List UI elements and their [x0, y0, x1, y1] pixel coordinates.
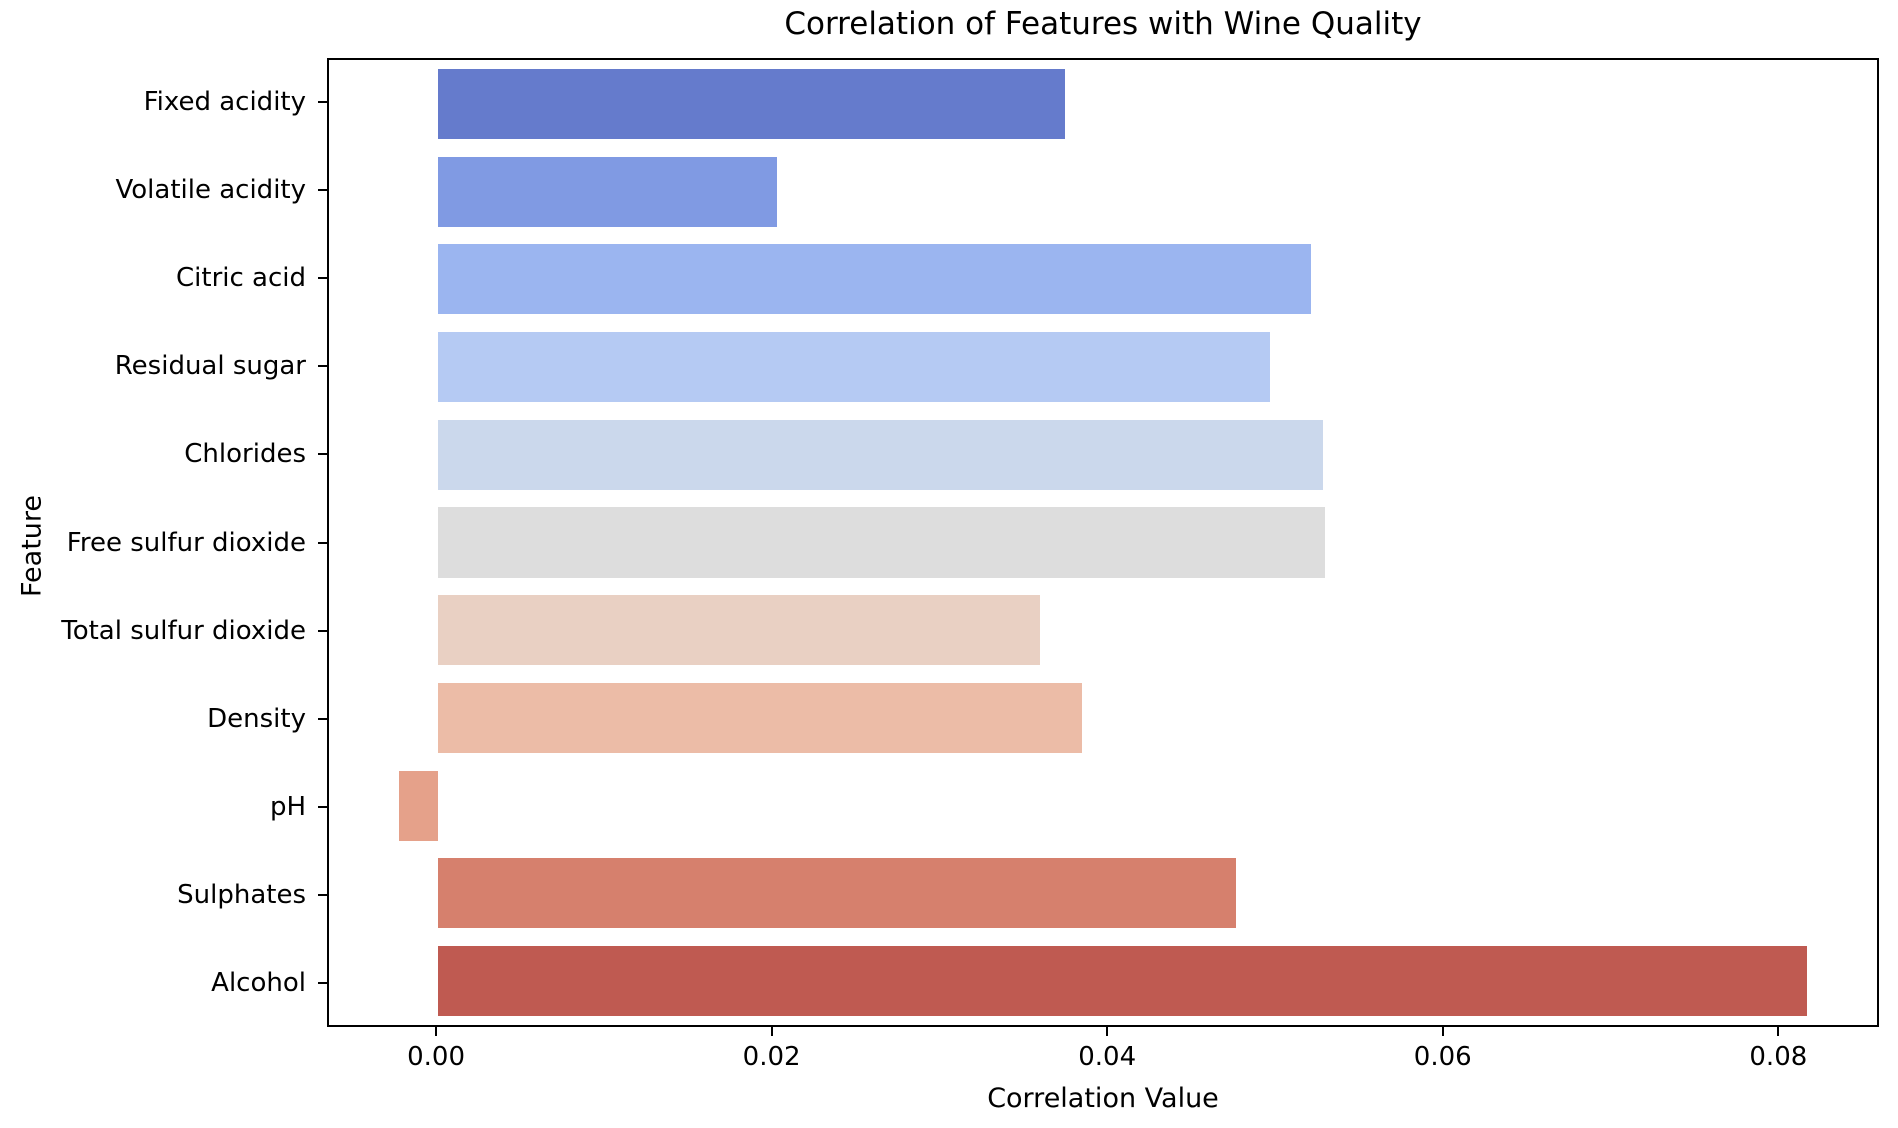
- ytick-label-ph: pH: [269, 791, 306, 822]
- ytick-label-residual-sugar: Residual sugar: [114, 351, 306, 382]
- ytick-mark: [318, 453, 327, 456]
- xtick-mark: [435, 1027, 438, 1036]
- ytick-mark: [318, 717, 327, 720]
- plot-area: [327, 58, 1879, 1027]
- ytick-label-citric-acid: Citric acid: [176, 263, 306, 294]
- bar-ph: [399, 770, 438, 841]
- xtick-label-0.04: 0.04: [1078, 1042, 1137, 1072]
- bar-volatile-acidity: [437, 156, 778, 227]
- bar-fixed-acidity: [437, 68, 1066, 139]
- x-axis-label: Correlation Value: [987, 1083, 1219, 1114]
- xtick-mark: [770, 1027, 773, 1036]
- bar-total-sulfur-dioxide: [437, 595, 1041, 666]
- ytick-mark: [318, 981, 327, 984]
- y-axis-label: Feature: [16, 494, 48, 598]
- xtick-mark: [1777, 1027, 1780, 1036]
- xtick-label-0.08: 0.08: [1749, 1042, 1808, 1072]
- xtick-label-0.06: 0.06: [1413, 1042, 1472, 1072]
- xtick-label-0.02: 0.02: [742, 1042, 801, 1072]
- ytick-label-density: Density: [207, 703, 306, 734]
- ytick-label-total-sulfur-dioxide: Total sulfur dioxide: [61, 615, 306, 646]
- y-axis-ticks: Fixed acidity Volatile acidity Citric acid…: [0, 58, 327, 1027]
- ytick-label-chlorides: Chlorides: [184, 439, 306, 470]
- xtick-label-0.00: 0.00: [407, 1042, 465, 1072]
- ytick-label-volatile-acidity: Volatile acidity: [115, 175, 307, 206]
- ytick-mark: [318, 101, 327, 104]
- bar-alcohol: [437, 946, 1807, 1017]
- bar-density: [437, 682, 1083, 754]
- bar-citric-acid: [437, 244, 1312, 315]
- xtick-mark: [1441, 1027, 1444, 1036]
- ytick-mark: [318, 805, 327, 808]
- ytick-label-sulphates: Sulphates: [177, 879, 306, 910]
- ytick-mark: [318, 893, 327, 896]
- bar-free-sulfur-dioxide: [437, 507, 1325, 578]
- x-axis-ticks: 0.00 0.02 0.04 0.06 0.08: [327, 1027, 1879, 1087]
- ytick-mark: [318, 365, 327, 368]
- ytick-mark: [318, 277, 327, 280]
- ytick-label-alcohol: Alcohol: [211, 967, 306, 998]
- ytick-label-fixed-acidity: Fixed acidity: [143, 87, 306, 118]
- xtick-mark: [1106, 1027, 1109, 1036]
- ytick-label-free-sulfur-dioxide: Free sulfur dioxide: [66, 527, 306, 558]
- chart-title: Correlation of Features with Wine Qualit…: [784, 6, 1422, 42]
- bar-chlorides: [437, 419, 1324, 490]
- bar-residual-sugar: [437, 331, 1270, 403]
- bar-sulphates: [437, 858, 1237, 929]
- ytick-mark: [318, 541, 327, 544]
- ytick-mark: [318, 629, 327, 632]
- ytick-mark: [318, 189, 327, 192]
